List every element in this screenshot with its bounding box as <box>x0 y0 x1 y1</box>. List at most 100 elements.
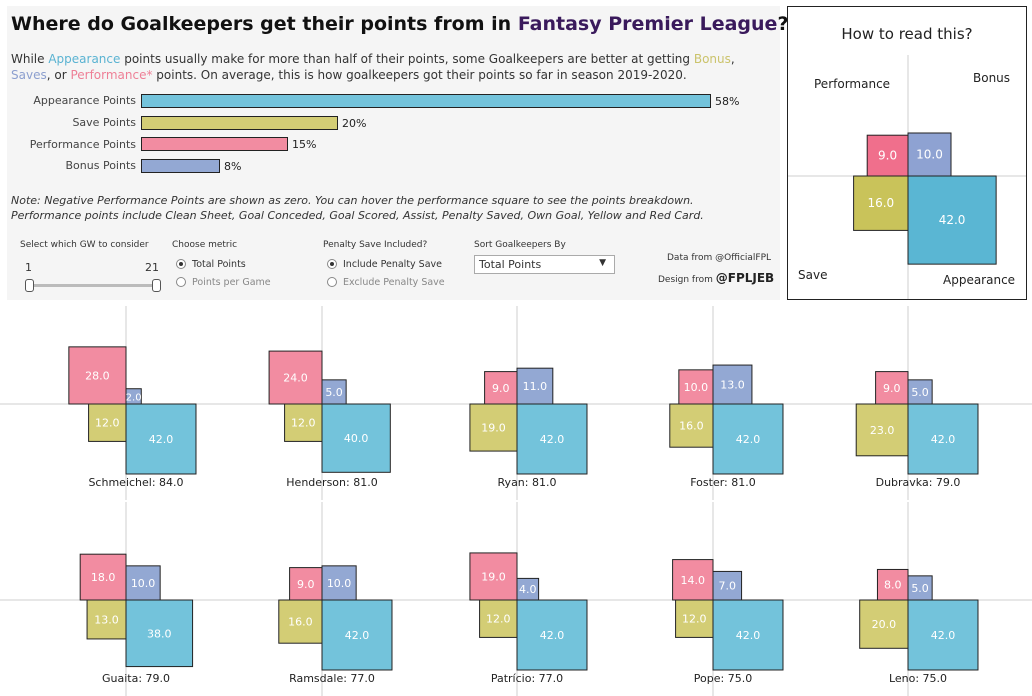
keeper-label: Ryan: 81.0 <box>498 476 557 489</box>
metric-option-total-points[interactable]: Total Points <box>176 259 246 270</box>
value-label-appearance: 40.0 <box>344 432 369 445</box>
value-label-save: 12.0 <box>95 417 120 430</box>
value-label-save: 12.0 <box>682 613 707 626</box>
keeper-label: Schmeichel: 84.0 <box>88 476 183 489</box>
square-appearance[interactable] <box>516 403 588 475</box>
square-appearance[interactable] <box>321 403 391 473</box>
howto-value-save: 16.0 <box>867 196 894 210</box>
gw-slider-max-handle[interactable] <box>152 279 161 292</box>
summary-label-appearance: Appearance Points <box>33 94 136 107</box>
keeper-label: Dubravka: 79.0 <box>876 476 961 489</box>
gw-min-value: 1 <box>25 261 32 274</box>
square-performance[interactable] <box>469 552 518 601</box>
summary-label-performance: Performance Points <box>29 138 136 151</box>
value-label-performance: 14.0 <box>681 574 706 587</box>
square-bonus[interactable] <box>125 565 161 601</box>
value-label-appearance: 42.0 <box>540 433 565 446</box>
square-bonus[interactable] <box>516 367 554 405</box>
keeper-8: 14.0 7.0 12.0 42.0 Pope: 75.0 <box>672 559 784 685</box>
keeper-6: 9.0 10.0 16.0 42.0 Ramsdale: 77.0 <box>278 565 393 685</box>
value-label-bonus: 13.0 <box>720 379 745 392</box>
square-bonus[interactable] <box>321 379 347 405</box>
gw-slider-title: Select which GW to consider <box>20 240 149 250</box>
keeper-chart: 28.0 2.0 12.0 42.0 Schmeichel: 84.0 24.0 5.0 12… <box>0 306 1032 696</box>
gw-slider-min-handle[interactable] <box>25 279 34 292</box>
square-save[interactable] <box>469 403 518 452</box>
square-save[interactable] <box>278 599 323 644</box>
penalty-option-exclude[interactable]: Exclude Penalty Save <box>327 277 445 288</box>
square-appearance[interactable] <box>321 599 393 671</box>
value-label-appearance: 42.0 <box>149 433 174 446</box>
value-label-save: 16.0 <box>288 616 313 629</box>
chevron-down-icon: ▼ <box>599 258 606 268</box>
keeper-label: Foster: 81.0 <box>690 476 756 489</box>
intro-text: While Appearance points usually make for… <box>11 52 735 82</box>
summary-value-performance: 15% <box>292 138 317 151</box>
value-label-performance: 24.0 <box>283 372 308 385</box>
value-label-performance: 19.0 <box>481 570 506 583</box>
penalty-option-include[interactable]: Include Penalty Save <box>327 259 442 270</box>
keeper-label: Patrício: 77.0 <box>491 672 563 685</box>
value-label-save: 19.0 <box>481 422 506 435</box>
sort-select[interactable]: Total Points ▼ <box>474 255 615 274</box>
page-title: Where do Goalkeepers get their points fr… <box>11 13 789 35</box>
metric-option-points-per-game[interactable]: Points per Game <box>176 277 271 288</box>
square-appearance[interactable] <box>125 403 197 475</box>
value-label-performance: 10.0 <box>684 381 709 394</box>
value-label-bonus: 5.0 <box>911 582 929 595</box>
square-performance[interactable] <box>268 350 323 405</box>
square-save[interactable] <box>669 403 714 448</box>
summary-bar-performance[interactable] <box>141 137 288 151</box>
square-appearance[interactable] <box>516 599 588 671</box>
square-save[interactable] <box>479 599 518 638</box>
value-label-bonus: 2.0 <box>126 392 142 403</box>
square-appearance[interactable] <box>712 403 784 475</box>
keeper-3: 10.0 13.0 16.0 42.0 Foster: 81.0 <box>669 364 784 489</box>
square-performance[interactable] <box>484 371 518 405</box>
square-save[interactable] <box>855 403 909 457</box>
value-label-bonus: 4.0 <box>519 583 537 596</box>
value-label-appearance: 42.0 <box>540 629 565 642</box>
summary-value-appearance: 58% <box>715 95 740 108</box>
how-to-read-title: How to read this? <box>841 25 973 43</box>
square-appearance[interactable] <box>907 403 979 475</box>
square-performance[interactable] <box>678 369 714 405</box>
summary-bar-bonus[interactable] <box>141 159 220 173</box>
square-save[interactable] <box>859 599 909 649</box>
value-label-performance: 9.0 <box>883 382 901 395</box>
value-label-save: 20.0 <box>872 618 897 631</box>
howto-performance-label: Performance <box>814 77 891 91</box>
square-appearance[interactable] <box>712 599 784 671</box>
keeper-5: 18.0 10.0 13.0 38.0 Guaita: 79.0 <box>79 553 194 685</box>
keeper-0: 28.0 2.0 12.0 42.0 Schmeichel: 84.0 <box>68 346 197 489</box>
square-bonus[interactable] <box>712 364 753 405</box>
summary-bar-appearance[interactable] <box>141 94 711 108</box>
square-save[interactable] <box>86 599 127 640</box>
howto-appearance-label: Appearance <box>943 273 1016 287</box>
keeper-1: 24.0 5.0 12.0 40.0 Henderson: 81.0 <box>268 350 391 489</box>
value-label-bonus: 7.0 <box>719 580 737 593</box>
gw-slider-track[interactable] <box>28 284 156 287</box>
value-label-performance: 9.0 <box>492 382 510 395</box>
summary-value-bonus: 8% <box>224 160 242 173</box>
square-performance[interactable] <box>875 371 909 405</box>
square-appearance[interactable] <box>907 599 979 671</box>
value-label-appearance: 42.0 <box>931 629 956 642</box>
gw-max-value: 21 <box>145 261 159 274</box>
value-label-save: 23.0 <box>870 424 895 437</box>
howto-bonus-label: Bonus <box>973 71 1011 85</box>
value-label-performance: 9.0 <box>297 578 315 591</box>
value-label-appearance: 38.0 <box>147 627 172 640</box>
keeper-4: 9.0 5.0 23.0 42.0 Dubravka: 79.0 <box>855 371 979 489</box>
value-label-bonus: 5.0 <box>911 386 929 399</box>
value-label-save: 12.0 <box>486 613 511 626</box>
square-bonus[interactable] <box>712 570 743 601</box>
howto-save-label: Save <box>798 268 828 282</box>
square-appearance[interactable] <box>125 599 194 668</box>
penalty-title: Penalty Save Included? <box>323 240 428 250</box>
value-label-appearance: 42.0 <box>736 433 761 446</box>
square-save[interactable] <box>284 403 323 442</box>
summary-label-save: Save Points <box>72 116 136 129</box>
square-bonus[interactable] <box>321 565 357 601</box>
summary-bar-save[interactable] <box>141 116 338 130</box>
